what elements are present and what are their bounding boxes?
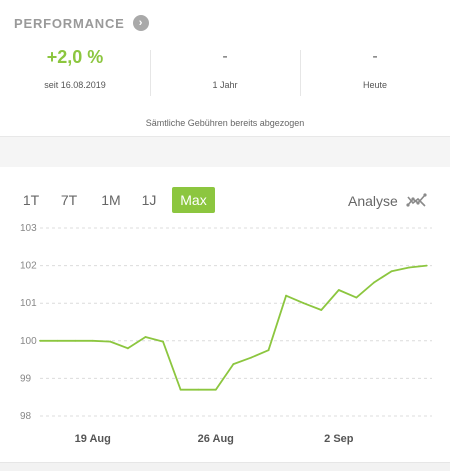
tab-range-1j[interactable]: 1J bbox=[141, 192, 157, 208]
stat-since-start-value: +2,0 % bbox=[46, 47, 104, 67]
stat-divider bbox=[300, 50, 301, 96]
series-point bbox=[320, 309, 323, 311]
stat-since-start-label: seit 16.08.2019 bbox=[44, 80, 106, 90]
series-point bbox=[425, 264, 428, 267]
series-point bbox=[355, 296, 358, 299]
series-point bbox=[91, 339, 94, 342]
series-point bbox=[56, 339, 59, 342]
performance-title: PERFORMANCE bbox=[14, 15, 125, 31]
y-tick-label: 102 bbox=[20, 261, 37, 272]
performance-stats: +2,0 % seit 16.08.2019 - 1 Jahr - Heute bbox=[0, 44, 450, 104]
bottom-divider bbox=[0, 462, 450, 471]
tab-range-max[interactable]: Max bbox=[172, 187, 215, 213]
series-point bbox=[232, 363, 235, 366]
series-point bbox=[197, 388, 200, 391]
stat-today: - Heute bbox=[300, 44, 450, 90]
series-point bbox=[179, 388, 182, 391]
analyse-link[interactable]: Analyse bbox=[348, 193, 398, 209]
y-tick-label: 100 bbox=[20, 336, 37, 347]
series-point bbox=[109, 340, 112, 343]
tab-range-7t[interactable]: 7T bbox=[60, 192, 78, 208]
series-point bbox=[373, 281, 375, 284]
stat-since-start: +2,0 % seit 16.08.2019 bbox=[0, 44, 150, 90]
y-tick-label: 103 bbox=[20, 223, 37, 234]
tab-range-1m[interactable]: 1M bbox=[101, 192, 121, 208]
series-line bbox=[40, 264, 427, 391]
series-point bbox=[214, 388, 217, 391]
performance-chart: 98 99 100 101 102 103 19 Aug 26 Aug 2 Sep bbox=[20, 223, 432, 445]
x-tick-label: 26 Aug bbox=[198, 433, 234, 445]
series-point bbox=[250, 356, 252, 359]
series-point bbox=[337, 289, 340, 291]
performance-header[interactable]: PERFORMANCE › bbox=[14, 14, 149, 32]
series-point bbox=[162, 340, 164, 343]
series-point bbox=[144, 336, 147, 338]
series-point bbox=[74, 339, 77, 342]
series-point bbox=[302, 302, 305, 305]
x-tick-label: 19 Aug bbox=[75, 433, 111, 445]
series-point bbox=[267, 349, 270, 352]
chevron-right-icon[interactable]: › bbox=[132, 15, 149, 31]
stat-today-value: - bbox=[372, 48, 378, 65]
y-tick-label: 98 bbox=[20, 411, 32, 422]
tab-range-1t[interactable]: 1T bbox=[22, 192, 40, 208]
stat-one-year-value: - bbox=[222, 48, 228, 65]
fees-note: Sämtliche Gebühren bereits abgezogen bbox=[145, 118, 305, 128]
stat-one-year-label: 1 Jahr bbox=[212, 80, 238, 90]
stat-one-year: - 1 Jahr bbox=[150, 44, 300, 90]
stat-divider bbox=[150, 50, 151, 96]
series-point bbox=[39, 339, 41, 342]
section-separator bbox=[0, 136, 450, 167]
y-tick-label: 99 bbox=[20, 373, 32, 384]
series-point bbox=[126, 347, 129, 350]
y-tick-label: 101 bbox=[20, 298, 37, 309]
series-point bbox=[285, 294, 287, 297]
x-tick-label: 2 Sep bbox=[324, 433, 354, 445]
range-tabs: 1T 7T 1M 1J Max bbox=[0, 187, 450, 215]
series-point bbox=[408, 266, 411, 269]
chart-points-icon[interactable] bbox=[406, 191, 428, 211]
stat-today-label: Heute bbox=[362, 80, 388, 90]
series-point bbox=[390, 270, 393, 273]
